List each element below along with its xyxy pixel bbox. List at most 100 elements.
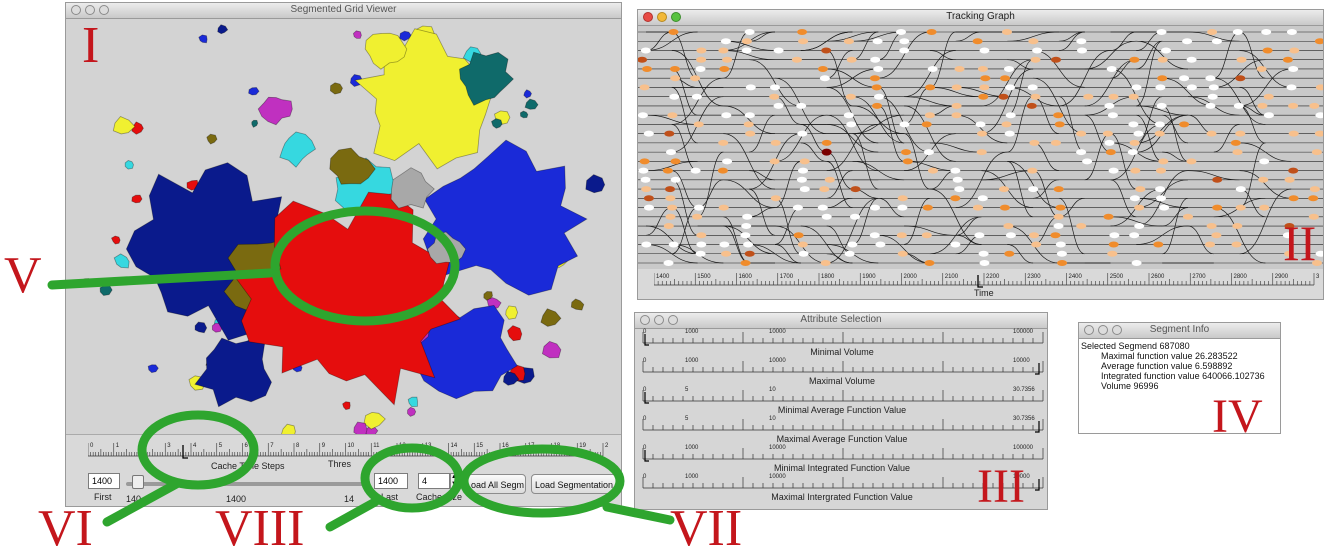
track-node[interactable] [1003,223,1014,229]
tracking-graph-canvas[interactable] [638,26,1324,269]
track-node[interactable] [1107,250,1118,257]
track-node[interactable] [743,121,754,128]
track-node[interactable] [1106,66,1117,72]
track-node[interactable] [721,250,732,257]
track-node[interactable] [979,84,990,91]
track-node[interactable] [899,47,910,54]
track-node[interactable] [1055,204,1066,211]
track-node[interactable] [1235,204,1246,211]
track-node[interactable] [1127,149,1138,156]
track-node[interactable] [1286,29,1297,35]
segment-fragment[interactable] [524,98,539,110]
track-node[interactable] [1156,167,1166,174]
track-node[interactable] [720,38,731,45]
track-node[interactable] [1005,232,1016,239]
track-node[interactable] [921,232,932,239]
track-node[interactable] [670,75,681,82]
track-node[interactable] [896,29,906,35]
timestep-slider-thumb[interactable] [132,475,144,489]
attribute-slider-3[interactable]: 0 5 10 30.7356 Maximal Average Function Valu… [635,416,1047,445]
track-node[interactable] [1028,186,1039,193]
track-node[interactable] [793,232,804,239]
track-node[interactable] [976,149,987,156]
track-node[interactable] [740,232,751,239]
track-node[interactable] [1155,186,1166,193]
track-node[interactable] [1000,75,1010,82]
track-node[interactable] [1027,167,1038,174]
track-node[interactable] [846,121,857,128]
track-node[interactable] [954,186,965,193]
track-node[interactable] [974,232,985,239]
track-node[interactable] [1258,176,1269,183]
track-node[interactable] [641,241,652,248]
track-node[interactable] [670,176,681,183]
track-node[interactable] [1030,56,1041,63]
attribute-slider-thumb[interactable] [1035,479,1040,491]
track-node[interactable] [1309,186,1320,193]
track-node[interactable] [870,204,880,211]
attribute-slider-ruler[interactable] [641,330,1045,347]
track-node[interactable] [928,167,938,174]
track-node[interactable] [1083,93,1094,100]
minimize-button[interactable] [1098,325,1108,335]
track-node[interactable] [869,232,880,239]
attribute-slider-ruler[interactable] [641,475,1045,492]
track-node[interactable] [1284,176,1295,183]
segment-magenta[interactable] [257,96,293,126]
segment-teal[interactable] [459,51,514,106]
track-node[interactable] [693,204,704,211]
track-node[interactable] [899,38,910,45]
track-node[interactable] [1108,241,1119,248]
track-node[interactable] [744,250,755,257]
track-node[interactable] [662,167,673,174]
segment-fragment[interactable] [523,89,532,99]
track-node[interactable] [1257,102,1268,109]
track-node[interactable] [1029,232,1039,239]
track-node[interactable] [1005,112,1016,119]
track-node[interactable] [745,84,756,91]
track-node[interactable] [1027,84,1038,91]
track-node[interactable] [797,130,808,137]
track-node[interactable] [1284,223,1295,229]
attribute-selection-titlebar[interactable]: Attribute Selection [635,313,1047,329]
track-node[interactable] [1108,93,1119,100]
segment-yellow[interactable] [354,28,493,170]
zoom-button[interactable] [1112,325,1122,335]
segment-fragment[interactable] [505,305,519,320]
track-node[interactable] [1028,38,1039,45]
track-node[interactable] [1134,223,1145,229]
segment-fragment[interactable] [342,401,351,411]
track-node[interactable] [921,121,932,128]
track-node[interactable] [798,38,809,45]
track-node[interactable] [640,47,651,54]
track-node[interactable] [821,139,832,146]
attribute-slider-ruler[interactable] [641,417,1045,434]
track-node[interactable] [1212,204,1223,211]
cache-size-field[interactable]: 4 [418,473,450,489]
last-timestep-field[interactable]: 1400 [374,473,408,489]
track-node[interactable] [1054,121,1065,128]
track-node[interactable] [980,75,991,82]
track-node[interactable] [998,93,1009,100]
track-node[interactable] [1158,158,1169,165]
track-node[interactable] [1157,56,1168,63]
track-node[interactable] [741,223,752,229]
track-node[interactable] [901,149,911,156]
attribute-slider-1[interactable]: 0 1000 10000 10000 Maximal Volume [635,358,1047,387]
track-node[interactable] [1186,56,1197,63]
track-node[interactable] [902,158,913,165]
track-node[interactable] [973,204,983,211]
track-node[interactable] [770,84,780,91]
track-node[interactable] [1004,66,1014,72]
track-node[interactable] [1235,186,1246,193]
track-node[interactable] [1314,130,1324,137]
track-node[interactable] [792,204,803,211]
track-node[interactable] [1030,93,1041,100]
track-node[interactable] [1134,204,1145,211]
track-node[interactable] [1263,93,1274,100]
track-node[interactable] [869,75,880,82]
segment-fragment[interactable] [329,82,343,95]
track-node[interactable] [1207,29,1218,35]
track-node[interactable] [1107,112,1118,119]
track-node[interactable] [663,260,674,266]
